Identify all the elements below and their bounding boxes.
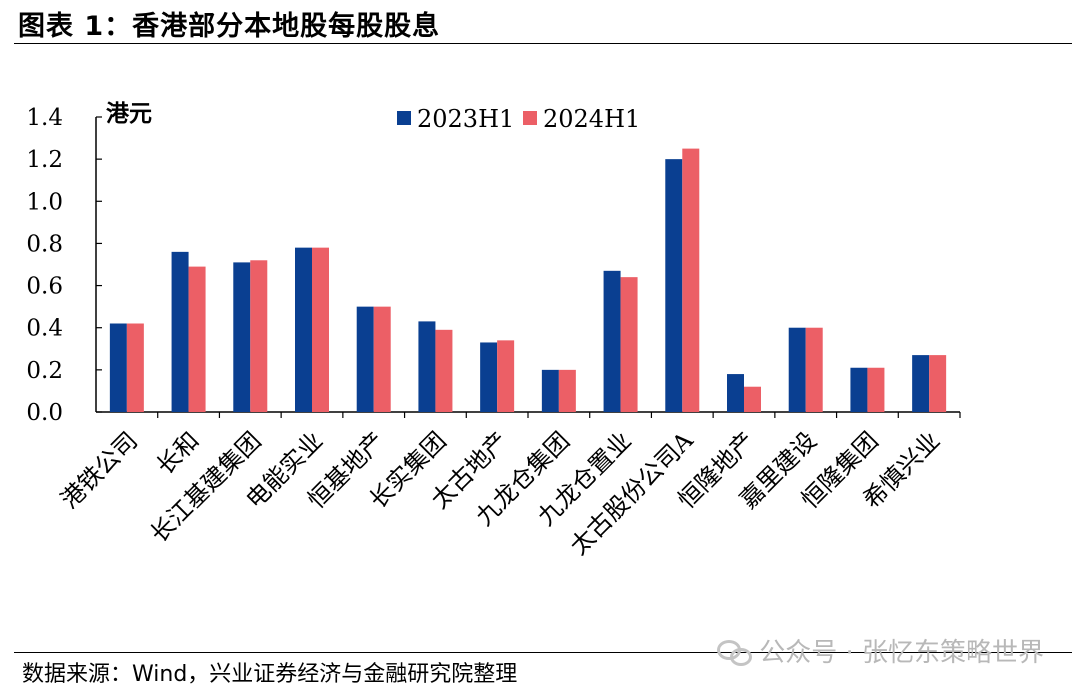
wechat-icon bbox=[717, 638, 753, 666]
bar-2023H1-长和 bbox=[171, 251, 189, 412]
bar-chart: 0.0 0.2 0.4 0.6 0.8 1.0 1.2 1.4 港元 港铁公司 长和长江基建集团电… bbox=[26, 100, 961, 560]
bar-2024H1-恒隆集团 bbox=[867, 367, 885, 412]
x-tick-label: 港铁公司 bbox=[55, 426, 143, 514]
bottom-rule bbox=[14, 652, 1072, 653]
bar-2023H1-港铁公司 bbox=[109, 323, 127, 412]
y-tick-label: 0.6 bbox=[26, 274, 63, 300]
bar-2024H1-港铁公司 bbox=[126, 323, 144, 412]
legend-label-2024H1: 2024H1 bbox=[543, 105, 640, 133]
bar-2024H1-恒基地产 bbox=[373, 306, 391, 412]
bar-2024H1-太古地产 bbox=[497, 340, 515, 412]
bar-2023H1-长江基建集团 bbox=[233, 262, 251, 412]
y-axis-label: 港元 bbox=[106, 100, 152, 127]
bar-2024H1-长实集团 bbox=[435, 329, 453, 412]
y-tick-label: 0.2 bbox=[26, 358, 63, 384]
y-tick-label: 1.2 bbox=[26, 147, 63, 173]
bar-2023H1-太古股份公司A bbox=[665, 159, 683, 412]
y-tick-label: 0.0 bbox=[26, 400, 63, 426]
bar-2024H1-希慎兴业 bbox=[929, 355, 947, 412]
bar-2024H1-九龙仓集团 bbox=[558, 369, 576, 412]
legend-swatch-2024H1 bbox=[523, 111, 537, 125]
bar-2023H1-电能实业 bbox=[295, 247, 312, 412]
bar-2023H1-希慎兴业 bbox=[912, 355, 930, 412]
bar-2023H1-九龙仓集团 bbox=[541, 369, 559, 412]
y-tick-label: 1.0 bbox=[26, 189, 63, 215]
bar-2024H1-嘉里建设 bbox=[805, 327, 823, 412]
bar-2023H1-长实集团 bbox=[418, 321, 436, 412]
x-tick-label: 长和 bbox=[151, 426, 205, 480]
legend: 2023H1 2024H1 bbox=[397, 105, 640, 133]
y-tick-label: 1.4 bbox=[26, 105, 63, 131]
bar-2024H1-电能实业 bbox=[312, 247, 329, 412]
legend-label-2023H1: 2023H1 bbox=[417, 105, 514, 133]
watermark: 公众号 · 张忆东策略世界 bbox=[717, 632, 1044, 669]
bar-2023H1-太古地产 bbox=[480, 342, 498, 412]
bar-2023H1-九龙仓置业 bbox=[603, 270, 621, 412]
bar-2024H1-长江基建集团 bbox=[250, 260, 268, 412]
y-tick-label: 0.4 bbox=[26, 316, 63, 342]
x-tick-labels: 港铁公司 长和长江基建集团电能实业恒基地产长实集团太古地产九龙仓集团九龙仓置业太古… bbox=[55, 426, 945, 560]
source-note: 数据来源：Wind，兴业证券经济与金融研究院整理 bbox=[22, 662, 518, 687]
bar-2023H1-恒隆地产 bbox=[727, 374, 744, 412]
chart-title: 图表 1：香港部分本地股每股股息 bbox=[18, 11, 441, 42]
top-rule bbox=[14, 43, 1072, 44]
bar-2023H1-嘉里建设 bbox=[788, 327, 806, 412]
bar-2024H1-太古股份公司A bbox=[682, 148, 700, 412]
y-tick-label: 0.8 bbox=[26, 231, 63, 257]
bar-2023H1-恒基地产 bbox=[356, 306, 374, 412]
bar-2024H1-长和 bbox=[188, 266, 206, 412]
bar-2024H1-恒隆地产 bbox=[744, 386, 761, 412]
bar-2023H1-恒隆集团 bbox=[850, 367, 868, 412]
legend-swatch-2023H1 bbox=[397, 111, 411, 125]
watermark-text: 公众号 · 张忆东策略世界 bbox=[759, 638, 1044, 668]
bars bbox=[109, 148, 947, 412]
bar-2024H1-九龙仓置业 bbox=[620, 277, 638, 412]
